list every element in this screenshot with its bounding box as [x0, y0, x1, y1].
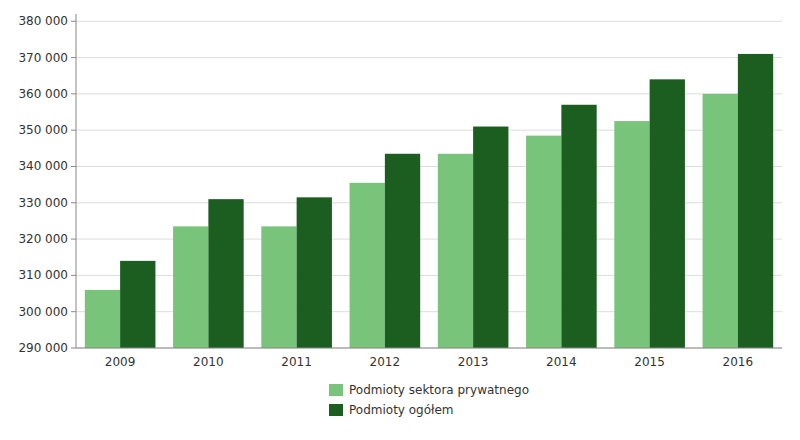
bar — [650, 79, 685, 348]
legend-label: Podmioty ogółem — [349, 403, 454, 417]
x-tick-label: 2012 — [370, 355, 401, 369]
legend: Podmioty sektora prywatnego Podmioty ogół… — [329, 383, 529, 417]
legend-swatch — [329, 384, 343, 396]
y-tick — [71, 311, 76, 312]
y-tick — [71, 130, 76, 131]
legend-swatch — [329, 404, 343, 416]
y-tick-label: 310 000 — [18, 268, 68, 282]
bar — [526, 136, 561, 348]
bar — [297, 197, 332, 348]
y-tick — [71, 93, 76, 94]
bar — [438, 154, 473, 348]
y-axis: 290 000 300 000 310 000 320 000 330 000 340 0… — [18, 14, 76, 355]
y-tick-label: 340 000 — [18, 159, 68, 173]
legend-label: Podmioty sektora prywatnego — [349, 383, 529, 397]
y-tick-label: 290 000 — [18, 341, 68, 355]
bar — [703, 94, 738, 348]
x-axis-line — [76, 348, 782, 349]
y-tick-label: 380 000 — [18, 14, 68, 28]
bar — [738, 54, 773, 348]
x-tick-label: 2014 — [546, 355, 577, 369]
y-tick — [71, 166, 76, 167]
y-tick-label: 320 000 — [18, 232, 68, 246]
grid-line — [76, 348, 782, 349]
legend-item: Podmioty ogółem — [329, 403, 454, 417]
x-tick-label: 2009 — [105, 355, 136, 369]
x-tick-label: 2010 — [193, 355, 224, 369]
y-tick — [71, 348, 76, 349]
y-tick — [71, 239, 76, 240]
y-tick — [71, 21, 76, 22]
grid — [76, 21, 782, 348]
y-tick — [71, 275, 76, 276]
y-tick — [71, 202, 76, 203]
bar — [561, 105, 596, 348]
y-tick-label: 370 000 — [18, 51, 68, 65]
x-axis: 2009 2010 2011 2012 2013 2014 2015 2016 — [76, 348, 782, 369]
x-tick-label: 2013 — [458, 355, 489, 369]
bar — [208, 199, 243, 348]
bar — [614, 121, 649, 348]
bar — [473, 127, 508, 348]
y-tick-label: 350 000 — [18, 123, 68, 137]
chart-container: 290 000 300 000 310 000 320 000 330 000 340 0… — [0, 0, 800, 440]
y-tick — [71, 57, 76, 58]
legend-item: Podmioty sektora prywatnego — [329, 383, 529, 397]
x-tick-label: 2015 — [634, 355, 665, 369]
bar — [261, 226, 296, 348]
bar — [85, 290, 120, 348]
y-tick-label: 360 000 — [18, 87, 68, 101]
bar — [120, 261, 155, 348]
grid-line — [76, 57, 782, 58]
bar — [385, 154, 420, 348]
grid-line — [76, 21, 782, 22]
chart-svg: 290 000 300 000 310 000 320 000 330 000 340 0… — [0, 0, 800, 440]
y-tick-label: 300 000 — [18, 305, 68, 319]
x-tick-label: 2016 — [723, 355, 754, 369]
bars — [85, 54, 773, 348]
y-tick-label: 330 000 — [18, 196, 68, 210]
bar — [173, 226, 208, 348]
y-axis-line — [76, 14, 77, 348]
bar — [350, 183, 385, 348]
x-tick-label: 2011 — [281, 355, 312, 369]
